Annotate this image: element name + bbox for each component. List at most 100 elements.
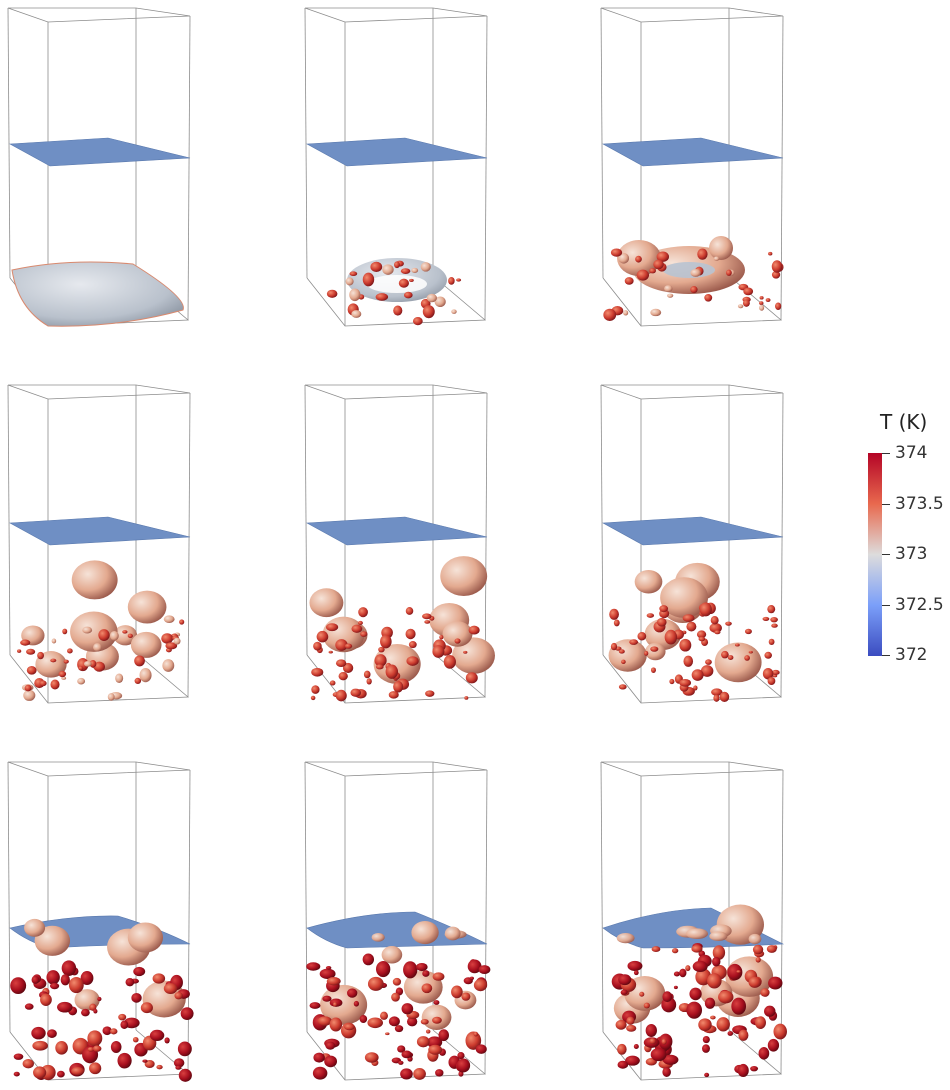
vapor-bubble (349, 288, 361, 302)
vapor-bubble (624, 277, 634, 285)
vapor-bubble (26, 648, 36, 655)
vapor-bubble (358, 607, 368, 618)
vapor-bubbles (309, 556, 495, 702)
vapor-bubble (771, 260, 783, 273)
vapor-film (11, 261, 184, 327)
vapor-bubble (360, 631, 368, 637)
vapor-bubble (319, 968, 336, 979)
vapor-bubble (613, 619, 620, 627)
vapor-bubble (122, 630, 128, 634)
vapor-bubble (422, 613, 432, 620)
vapor-bubble (173, 1058, 185, 1068)
vapor-bubble (422, 305, 435, 319)
vapor-bubble (649, 1038, 657, 1045)
vapor-bubble (698, 1018, 712, 1032)
vapor-bubble (362, 272, 375, 287)
vapor-bubble (177, 1041, 192, 1057)
vapor-bubble (661, 1038, 667, 1045)
box-edge (187, 769, 191, 1075)
box-edge (304, 761, 308, 1033)
vapor-bubble (313, 641, 322, 651)
vapor-bubble (385, 664, 399, 679)
vapor-bubble (744, 655, 750, 661)
vapor-bubble (620, 989, 628, 995)
vapor-bubble (401, 1003, 414, 1015)
vapor-bubble (420, 1018, 429, 1025)
vapor-bubble (142, 1059, 148, 1063)
vapor-bubble (333, 1002, 338, 1007)
box-top-edge (600, 7, 784, 23)
liquid-vapor-interface (8, 137, 191, 167)
vapor-bubble (78, 666, 84, 671)
vapor-bubble (33, 1066, 47, 1079)
vapor-bubble (344, 643, 353, 649)
vapor-bubble (693, 685, 698, 691)
vapor-bubble (97, 996, 102, 1002)
vapor-bubble (350, 688, 362, 697)
vapor-bubble (139, 668, 152, 683)
box-edge (7, 384, 11, 656)
vapor-bubble (24, 918, 46, 937)
vapor-bubble (326, 976, 341, 986)
vapor-bubble (768, 638, 775, 645)
box-top-edge (304, 761, 488, 777)
box-top-edge (600, 761, 784, 777)
vapor-bubble (682, 614, 695, 622)
vapor-bubble (433, 1000, 440, 1005)
vapor-bubble (173, 637, 181, 645)
vapor-bubble (649, 268, 656, 274)
vapor-bubble (63, 659, 69, 664)
vapor-bubble (400, 1068, 413, 1080)
vapor-bubbles (17, 560, 185, 701)
vapor-bubble (39, 680, 47, 687)
vapor-bubble (13, 1053, 24, 1060)
vapor-bubble (162, 659, 175, 672)
vapor-bubble (618, 649, 625, 654)
vapor-bubble (311, 685, 320, 694)
vapor-bubble (713, 256, 720, 261)
vapor-bubble (394, 261, 400, 269)
vapor-bubble (759, 296, 764, 300)
vapor-bubble (464, 696, 469, 700)
vapor-bubble (380, 1011, 388, 1020)
vapor-bubble (380, 634, 392, 649)
vapor-bubble (115, 673, 124, 683)
box-bottom-edge (306, 652, 487, 704)
vapor-bubble (359, 1015, 368, 1024)
vapor-bubble (83, 660, 92, 667)
vapor-bubble (362, 953, 375, 966)
box-edge (187, 15, 191, 321)
vapor-bubble (328, 650, 333, 654)
vapor-bubble (468, 625, 480, 635)
simulation-panel-4 (7, 384, 191, 704)
vapor-bubble (758, 1047, 770, 1060)
vapor-bubble (755, 956, 761, 963)
vapor-bubble (71, 1067, 85, 1076)
vapor-bubble (309, 588, 344, 618)
box-edge (780, 15, 784, 321)
vapor-bubble (338, 672, 348, 681)
vapor-bubble (762, 668, 774, 680)
vapor-bubble (771, 270, 781, 279)
vapor-bubble (633, 970, 639, 976)
vapor-bubble (51, 638, 57, 644)
temperature-colorbar: T (K) 374 373.5 373 372.5 372 (866, 410, 950, 665)
vapor-bubble (456, 278, 462, 282)
vapor-bubble (98, 629, 110, 641)
vapor-bubble (118, 1013, 127, 1021)
vapor-bubble (424, 620, 431, 624)
vapor-bubble (50, 658, 57, 663)
colorbar-title: T (K) (880, 410, 928, 434)
vapor-bubble (425, 690, 435, 697)
vapor-bubble (342, 662, 354, 673)
vapor-bubble (24, 1003, 34, 1010)
box-edge (484, 15, 488, 321)
liquid-vapor-interface (601, 137, 784, 167)
vapor-bubble (709, 931, 728, 942)
vapor-bubble (656, 617, 667, 627)
colorbar-tick-label: 372 (895, 645, 928, 665)
vapor-bubble (87, 1030, 103, 1047)
vapor-bubble (325, 623, 339, 632)
vapor-bubble (313, 1052, 325, 1063)
box-edge (304, 384, 308, 656)
